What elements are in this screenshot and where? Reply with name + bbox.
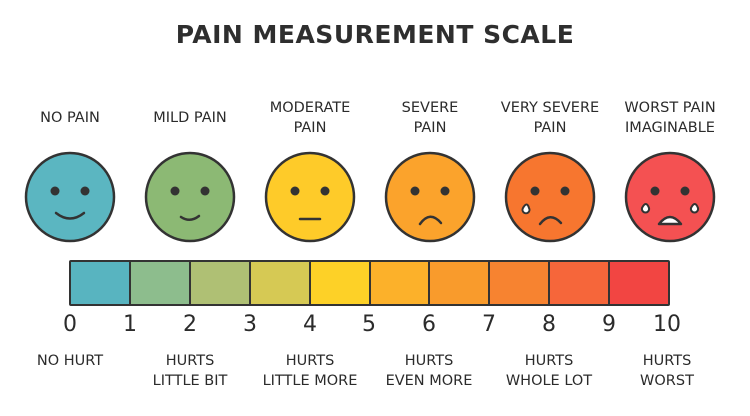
hurt-label-worst: HURTS WORST (597, 351, 737, 391)
scale-segment-0-1 (71, 262, 131, 304)
scale-segment-2-3 (190, 262, 251, 304)
level-label-line: PAIN (533, 120, 567, 136)
level-label-line: VERY SEVERE (500, 100, 600, 116)
scale-number-2: 2 (183, 312, 197, 337)
level-label-line: MILD PAIN (153, 110, 227, 126)
scale-segment-8-9 (550, 262, 611, 304)
level-label-line: IMAGINABLE (625, 120, 715, 136)
scale-number-6: 6 (422, 312, 436, 337)
level-label-mild-pain: MILD PAIN (115, 108, 265, 128)
scale-segment-6-7 (430, 262, 491, 304)
hurt-label-line: EVEN MORE (385, 373, 473, 389)
level-label-worst-pain: WORST PAIN IMAGINABLE (595, 98, 745, 138)
scale-number-7: 7 (482, 312, 496, 337)
level-label-line: PAIN (293, 120, 327, 136)
scale-number-3: 3 (243, 312, 257, 337)
scale-number-5: 5 (362, 312, 376, 337)
scale-segment-3-4 (250, 262, 311, 304)
crying-open-mouth-face-icon (623, 150, 717, 244)
hurt-label-whole-lot: HURTS WHOLE LOT (479, 351, 619, 391)
scale-segment-1-2 (130, 262, 191, 304)
hurt-label-line: HURTS (285, 353, 335, 369)
frowning-face-icon (383, 150, 477, 244)
level-label-severe-pain: SEVERE PAIN (355, 98, 505, 138)
hurt-label-line: HURTS (404, 353, 454, 369)
hurt-label-line: WHOLE LOT (505, 373, 593, 389)
pain-color-scale-bar (69, 260, 670, 306)
scale-number-8: 8 (542, 312, 556, 337)
level-label-moderate-pain: MODERATE PAIN (235, 98, 385, 138)
smiling-face-icon (23, 150, 117, 244)
hurt-label-even-more: HURTS EVEN MORE (359, 351, 499, 391)
scale-number-0: 0 (63, 312, 77, 337)
hurt-label-line: HURTS (524, 353, 574, 369)
hurt-label-line: LITTLE BIT (152, 373, 228, 389)
neutral-face-icon (263, 150, 357, 244)
scale-number-9: 9 (602, 312, 616, 337)
level-label-line: MODERATE (269, 100, 351, 116)
level-label-line: NO PAIN (40, 110, 100, 126)
hurt-label-no-hurt: NO HURT (0, 351, 140, 371)
scale-segment-4-5 (310, 262, 371, 304)
level-label-no-pain: NO PAIN (0, 108, 145, 128)
crying-face-icon (503, 150, 597, 244)
hurt-label-line: NO HURT (36, 353, 104, 369)
hurt-label-line: WORST (640, 373, 694, 389)
hurt-label-line: HURTS (642, 353, 692, 369)
level-label-very-severe-pain: VERY SEVERE PAIN (475, 98, 625, 138)
scale-number-10: 10 (653, 312, 681, 337)
hurt-label-line: LITTLE MORE (262, 373, 358, 389)
slight-smile-face-icon (143, 150, 237, 244)
scale-segment-5-6 (370, 262, 431, 304)
level-label-line: PAIN (413, 120, 447, 136)
scale-number-4: 4 (303, 312, 317, 337)
hurt-label-little-more: HURTS LITTLE MORE (240, 351, 380, 391)
level-label-line: WORST PAIN (624, 100, 716, 116)
scale-segment-9-10 (610, 262, 668, 304)
hurt-label-line: HURTS (165, 353, 215, 369)
level-label-line: SEVERE (401, 100, 459, 116)
scale-segment-7-8 (490, 262, 551, 304)
scale-number-1: 1 (123, 312, 137, 337)
hurt-label-little-bit: HURTS LITTLE BIT (120, 351, 260, 391)
scale-title: PAIN MEASUREMENT SCALE (175, 20, 575, 49)
